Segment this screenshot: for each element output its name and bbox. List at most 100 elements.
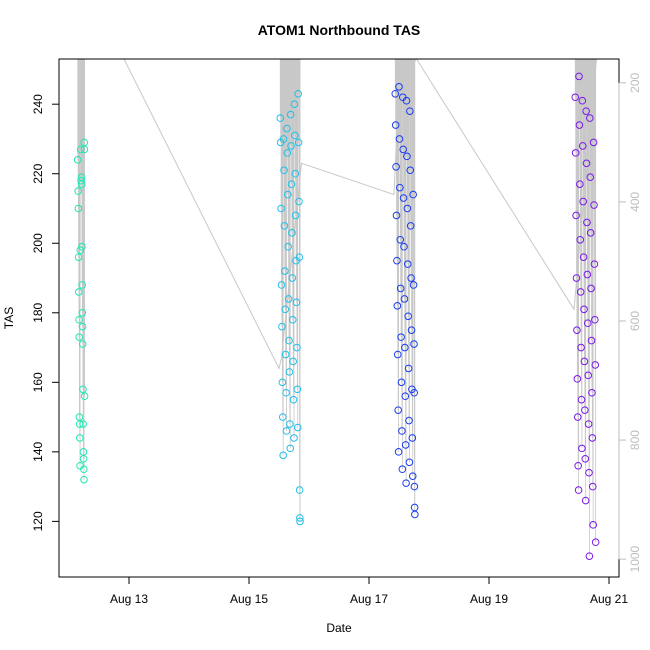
data-point-3-5 [573, 375, 582, 383]
connector-polyline [84, 58, 597, 370]
data-point-2-17 [398, 465, 407, 474]
data-point-3-19 [579, 197, 587, 206]
data-point-0-21 [79, 385, 87, 394]
data-point-1-37 [291, 211, 300, 220]
data-point-0-15 [77, 180, 86, 188]
data-point-3-47 [591, 315, 599, 324]
data-point-2-6 [393, 350, 402, 359]
data-point-1-31 [289, 357, 297, 366]
data-point-3-35 [586, 114, 594, 122]
data-point-1-17 [283, 149, 292, 157]
data-point-1-32 [289, 395, 298, 404]
data-point-2-4 [393, 256, 401, 265]
data-points [73, 72, 600, 560]
data-point-3-3 [572, 274, 581, 282]
data-point-3-42 [588, 482, 597, 491]
data-point-3-11 [576, 180, 584, 188]
data-point-3-6 [573, 413, 582, 421]
data-point-1-13 [281, 350, 290, 359]
data-point-1-9 [280, 166, 288, 175]
data-point-1-2 [277, 204, 285, 213]
data-point-1-23 [286, 420, 294, 428]
data-point-1-12 [281, 305, 290, 314]
data-point-2-8 [394, 448, 403, 456]
data-point-2-14 [397, 333, 405, 341]
y-tick-label-5: 220 [31, 163, 45, 183]
data-point-2-47 [410, 482, 419, 491]
data-point-1-22 [285, 368, 294, 376]
data-point-1-11 [281, 267, 289, 275]
data-point-1-5 [278, 378, 287, 387]
data-point-2-43 [409, 190, 417, 199]
data-point-0-12 [76, 145, 85, 154]
data-point-2-2 [392, 162, 400, 171]
x-tick-label-1: Aug 15 [230, 592, 268, 606]
data-point-2-5 [393, 302, 402, 310]
data-point-2-24 [401, 392, 410, 401]
data-point-2-29 [403, 204, 412, 213]
data-point-1-47 [295, 486, 304, 494]
data-point-3-12 [576, 235, 585, 244]
data-point-2-42 [408, 472, 417, 480]
data-point-3-49 [591, 538, 600, 547]
data-point-3-34 [585, 552, 594, 560]
data-point-0-17 [78, 281, 86, 289]
data-point-3-45 [590, 201, 598, 209]
data-point-2-7 [394, 406, 402, 414]
data-point-1-6 [278, 413, 287, 421]
data-point-3-39 [587, 336, 596, 345]
data-point-0-13 [77, 176, 85, 185]
data-point-3-30 [583, 319, 592, 328]
data-point-3-13 [576, 288, 585, 296]
y2-tick-label-1: 400 [628, 192, 642, 212]
data-point-1-0 [276, 114, 285, 122]
data-point-1-15 [282, 427, 291, 435]
data-point-1-40 [293, 343, 301, 352]
data-point-1-46 [295, 253, 304, 261]
data-point-2-25 [401, 441, 410, 449]
data-point-3-33 [585, 468, 593, 477]
data-point-1-30 [288, 315, 297, 324]
data-point-3-2 [572, 211, 580, 220]
data-point-2-3 [392, 211, 401, 220]
data-point-0-8 [75, 420, 84, 428]
data-point-2-12 [396, 235, 405, 244]
data-point-2-39 [407, 326, 416, 334]
data-point-1-41 [293, 385, 302, 394]
x-tick-label-4: Aug 21 [590, 592, 628, 606]
data-point-3-10 [575, 121, 584, 129]
connector-line [84, 58, 597, 370]
data-point-3-27 [582, 159, 591, 168]
data-point-0-25 [79, 465, 88, 474]
data-point-3-22 [580, 357, 589, 366]
data-point-3-32 [584, 420, 593, 428]
data-point-0-5 [75, 315, 83, 324]
data-point-2-1 [391, 121, 400, 129]
data-point-1-7 [279, 451, 287, 460]
data-point-1-20 [284, 295, 293, 303]
data-point-1-14 [282, 388, 290, 397]
data-point-2-23 [401, 343, 409, 352]
data-point-1-33 [290, 434, 298, 442]
data-point-1-27 [287, 180, 296, 188]
data-point-2-44 [409, 281, 418, 289]
data-point-1-16 [283, 124, 291, 133]
data-point-0-22 [79, 420, 87, 428]
y2-tick-label-3: 800 [628, 430, 642, 450]
data-point-2-38 [407, 274, 415, 282]
data-point-1-39 [292, 298, 301, 307]
x-axis-label: Date [326, 621, 352, 635]
data-point-3-8 [574, 486, 583, 494]
data-point-1-48 [296, 514, 304, 522]
y2-tick-label-0: 200 [628, 72, 642, 92]
data-point-3-17 [578, 96, 587, 105]
data-point-1-19 [284, 242, 292, 251]
y2-tick-label-2: 600 [628, 311, 642, 331]
data-point-0-16 [78, 242, 86, 251]
data-point-3-46 [590, 260, 599, 268]
data-point-3-41 [588, 434, 597, 442]
data-point-2-21 [400, 242, 408, 251]
data-point-2-45 [410, 340, 418, 348]
data-point-2-37 [406, 222, 415, 230]
